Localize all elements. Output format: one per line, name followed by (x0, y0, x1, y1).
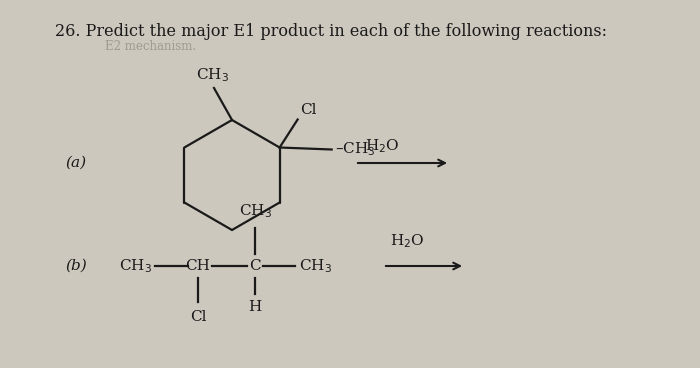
Text: E2 mechanism.: E2 mechanism. (105, 40, 196, 53)
Text: (b): (b) (65, 259, 87, 273)
Text: 26. Predict the major E1 product in each of the following reactions:: 26. Predict the major E1 product in each… (55, 23, 607, 40)
Text: CH: CH (186, 259, 211, 273)
Text: H: H (248, 300, 262, 314)
Text: Cl: Cl (300, 103, 316, 117)
Text: H$_2$O: H$_2$O (365, 137, 400, 155)
Text: C: C (249, 259, 261, 273)
Text: Cl: Cl (190, 310, 206, 324)
Text: CH$_3$: CH$_3$ (298, 257, 332, 275)
Text: –CH$_3$: –CH$_3$ (335, 141, 375, 158)
Text: CH$_3$: CH$_3$ (239, 202, 272, 220)
Text: CH$_3$: CH$_3$ (118, 257, 151, 275)
Text: CH$_3$: CH$_3$ (195, 66, 228, 84)
Text: H$_2$O: H$_2$O (390, 232, 424, 250)
Text: (a): (a) (65, 156, 86, 170)
